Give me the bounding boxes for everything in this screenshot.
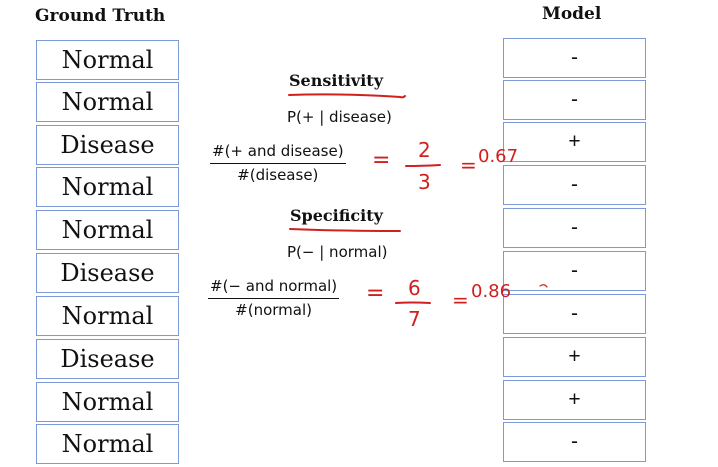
ground-truth-cell: Normal	[36, 210, 179, 250]
sensitivity-fraction: #(+ and disease) #(disease)	[210, 142, 346, 184]
ground-truth-cell: Disease	[36, 339, 179, 379]
specificity-fraction: #(− and normal) #(normal)	[208, 277, 340, 319]
ground-truth-cell: Normal	[36, 40, 179, 80]
model-cell: +	[503, 337, 646, 377]
specificity-equals-sign-2: =	[452, 288, 469, 312]
specificity-hand-numerator: 6	[408, 276, 421, 300]
sensitivity-hand-numerator: 2	[418, 138, 431, 162]
model-header: Model	[542, 4, 602, 24]
model-cell: -	[503, 422, 646, 462]
sensitivity-numerator: #(+ and disease)	[210, 142, 346, 164]
specificity-fraction-bar	[395, 301, 431, 304]
specificity-title: Specificity	[290, 206, 383, 225]
sensitivity-title: Sensitivity	[289, 71, 383, 90]
sensitivity-equals-sign-2: =	[460, 153, 477, 177]
model-cell: -	[503, 208, 646, 248]
model-cell: -	[503, 38, 646, 78]
specificity-probability: P(− | normal)	[287, 243, 388, 261]
ground-truth-cell: Normal	[36, 82, 179, 122]
sensitivity-fraction-bar	[405, 164, 441, 167]
model-cell: -	[503, 165, 646, 205]
ground-truth-cell: Disease	[36, 253, 179, 293]
ground-truth-header: Ground Truth	[35, 6, 166, 26]
model-cell: +	[503, 380, 646, 420]
model-cell: +	[503, 122, 646, 162]
ground-truth-cell: Normal	[36, 424, 179, 464]
specificity-equals-sign: =	[366, 281, 385, 306]
sensitivity-underline	[288, 93, 406, 99]
sensitivity-probability: P(+ | disease)	[287, 108, 392, 126]
sensitivity-result: 0.67	[478, 146, 519, 167]
specificity-numerator: #(− and normal)	[208, 277, 340, 299]
ground-truth-cell: Normal	[36, 382, 179, 422]
model-cell: -	[503, 251, 646, 291]
sensitivity-equals-sign: =	[372, 148, 391, 173]
specificity-denominator: #(normal)	[235, 301, 312, 319]
specificity-result: 0.86	[471, 281, 512, 302]
model-cell: -	[503, 294, 646, 334]
model-cell: -	[503, 80, 646, 120]
ground-truth-cell: Normal	[36, 167, 179, 207]
specificity-underline	[289, 228, 401, 232]
specificity-hand-denominator: 7	[408, 307, 421, 331]
sensitivity-denominator: #(disease)	[237, 166, 319, 184]
sensitivity-hand-denominator: 3	[418, 170, 431, 194]
ground-truth-cell: Normal	[36, 296, 179, 336]
ground-truth-cell: Disease	[36, 125, 179, 165]
